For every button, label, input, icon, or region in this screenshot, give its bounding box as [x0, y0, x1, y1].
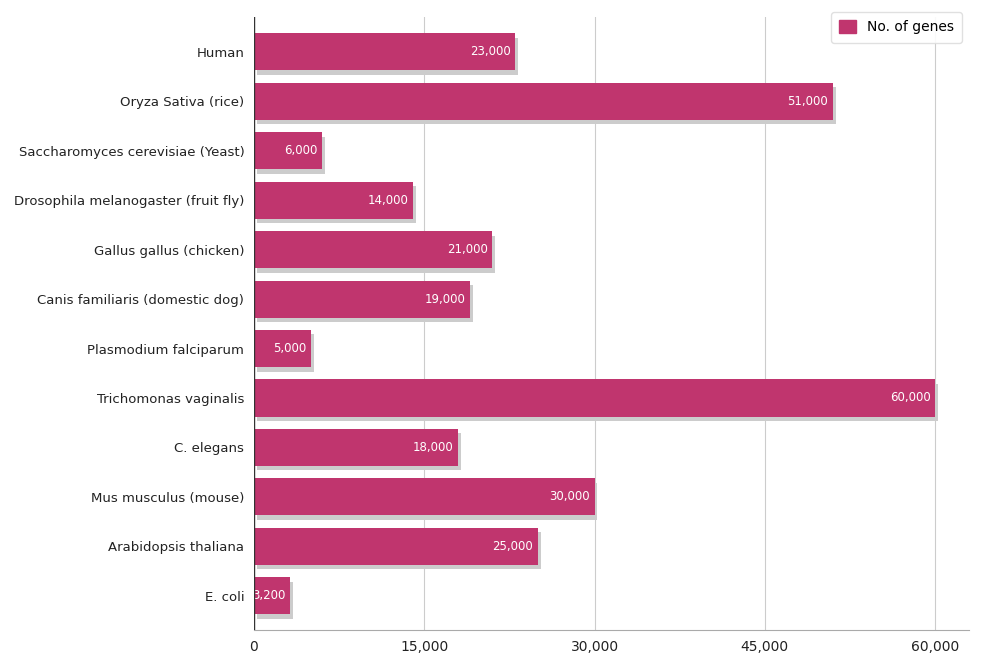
Bar [257, 532, 541, 569]
Bar [254, 528, 538, 565]
Text: 5,000: 5,000 [273, 342, 306, 355]
Bar [257, 236, 495, 273]
Bar [254, 83, 833, 120]
Bar [257, 88, 836, 124]
Text: 21,000: 21,000 [447, 243, 488, 256]
Text: 6,000: 6,000 [284, 144, 318, 157]
Bar [257, 434, 461, 470]
Bar [254, 577, 290, 615]
Bar [257, 384, 938, 421]
Text: 60,000: 60,000 [890, 391, 931, 405]
Text: 23,000: 23,000 [470, 45, 510, 58]
Text: 25,000: 25,000 [492, 540, 533, 553]
Bar [254, 330, 311, 367]
Bar [257, 285, 473, 322]
Text: 14,000: 14,000 [368, 194, 408, 206]
Bar [254, 182, 413, 218]
Bar [254, 478, 595, 516]
Bar [254, 231, 492, 268]
Text: 18,000: 18,000 [413, 441, 454, 454]
Bar [254, 379, 935, 417]
Text: 3,200: 3,200 [253, 589, 286, 603]
Text: 51,000: 51,000 [787, 95, 829, 108]
Bar [257, 582, 293, 619]
Text: 30,000: 30,000 [549, 490, 590, 504]
Bar [257, 137, 325, 174]
Bar [254, 132, 322, 169]
Text: 19,000: 19,000 [425, 293, 465, 305]
Bar [257, 38, 518, 75]
Bar [254, 33, 515, 70]
Legend: No. of genes: No. of genes [831, 12, 962, 43]
Bar [254, 429, 458, 466]
Bar [254, 281, 470, 317]
Bar [257, 483, 598, 520]
Bar [257, 335, 314, 371]
Bar [257, 186, 416, 223]
